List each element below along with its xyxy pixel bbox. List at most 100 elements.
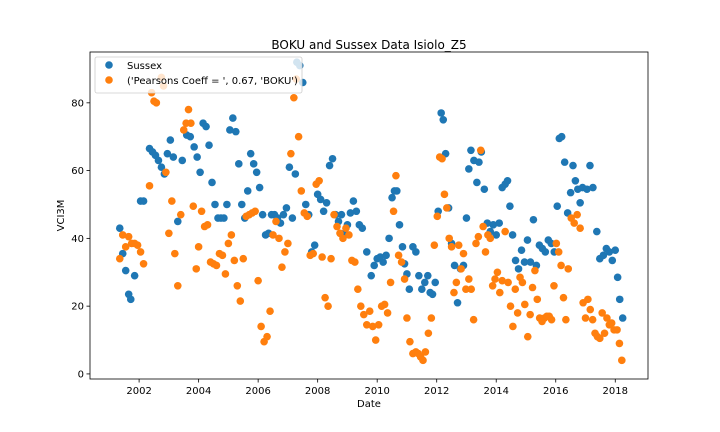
boku-point (576, 224, 584, 233)
x-tick-label: 2016 (543, 386, 568, 397)
boku-point (450, 288, 458, 297)
sussex-point (166, 136, 175, 144)
sussex-point (613, 273, 622, 282)
boku-point (136, 248, 145, 256)
boku-point (351, 258, 359, 266)
boku-point (145, 182, 154, 190)
sussex-point (593, 227, 601, 236)
sussex-point (346, 209, 355, 217)
boku-point (509, 322, 517, 331)
boku-point (309, 249, 318, 258)
sussex-point (589, 183, 597, 192)
boku-point (457, 265, 465, 273)
sussex-point (220, 214, 228, 222)
sussex-point (557, 132, 566, 141)
sussex-point (605, 248, 614, 256)
sussex-point (193, 153, 201, 161)
boku-point (550, 282, 558, 290)
boku-point (438, 154, 446, 163)
sussex-point (246, 149, 255, 158)
boku-point (496, 288, 504, 297)
boku-point (406, 337, 414, 346)
sussex-point (611, 246, 620, 255)
boku-point (573, 210, 581, 219)
sussex-point (126, 295, 135, 304)
boku-point (447, 243, 456, 251)
sussex-point (379, 258, 387, 266)
boku-point (603, 314, 611, 322)
boku-point (275, 234, 283, 243)
sussex-point (586, 161, 594, 170)
boku-point (403, 314, 411, 322)
sussex-point (520, 258, 529, 266)
sussex-point (163, 149, 172, 158)
sussex-point (139, 197, 148, 205)
plot-frame (89, 51, 649, 380)
boku-point (139, 259, 148, 268)
sussex-point (503, 176, 512, 185)
x-tick-label: 2006 (245, 386, 270, 397)
boku-point (613, 326, 621, 334)
sussex-point (385, 234, 393, 243)
boku-point (263, 332, 271, 341)
boku-point (581, 314, 590, 322)
boku-point (124, 232, 133, 241)
boku-point (452, 278, 461, 287)
sussex-point (328, 154, 337, 163)
sussex-point (437, 109, 445, 117)
sussex-point (202, 122, 210, 131)
boku-point (523, 332, 532, 341)
sussex-point (511, 256, 520, 265)
boku-point (421, 348, 430, 356)
sussex-point (398, 243, 407, 251)
boku-point (294, 132, 303, 141)
boku-point (570, 219, 578, 227)
boku-point (598, 309, 606, 317)
boku-point (465, 275, 473, 283)
boku-point (203, 221, 212, 229)
sussex-point (362, 248, 371, 256)
boku-point (511, 285, 520, 294)
boku-point (359, 310, 368, 319)
sussex-point (370, 261, 379, 270)
sussex-point (431, 278, 440, 287)
sussex-point (388, 193, 396, 202)
sussex-point (618, 314, 627, 322)
sussex-point (211, 200, 219, 209)
sussex-point (367, 271, 376, 280)
sussex-point (208, 178, 216, 187)
boku-point (618, 356, 626, 365)
boku-point (162, 168, 170, 177)
boku-point (224, 239, 233, 248)
boku-point (584, 295, 592, 304)
sussex-point (130, 271, 139, 280)
sussex-point (325, 161, 334, 170)
sussex-point (421, 278, 429, 287)
boku-point (528, 283, 537, 292)
boku-point (506, 302, 515, 310)
boku-point (440, 190, 449, 199)
boku-point (513, 309, 522, 317)
boku-point (607, 319, 616, 327)
boku-point (354, 285, 362, 294)
x-axis: 2002 2004 2006 2008 2010 2012 2014 2016 2018 (126, 379, 628, 397)
boku-point (212, 261, 221, 270)
boku-point (168, 197, 176, 205)
boku-point (427, 314, 436, 322)
boku-point (600, 329, 609, 338)
sussex-point (541, 248, 550, 256)
boku-point (424, 329, 433, 338)
chart-title: BOKU and Sussex Data Isiolo_Z5 (271, 38, 466, 52)
boku-point (290, 93, 298, 102)
sussex-point (382, 251, 390, 260)
boku-point (281, 248, 289, 256)
boku-point (454, 241, 463, 249)
boku-point (254, 276, 262, 285)
boku-point (386, 278, 395, 287)
boku-point (400, 275, 409, 283)
sussex-point (255, 183, 264, 192)
x-tick-label: 2004 (186, 386, 211, 397)
x-axis-label: Date (357, 399, 381, 410)
boku-point (462, 285, 470, 294)
sussex-point (316, 195, 325, 204)
